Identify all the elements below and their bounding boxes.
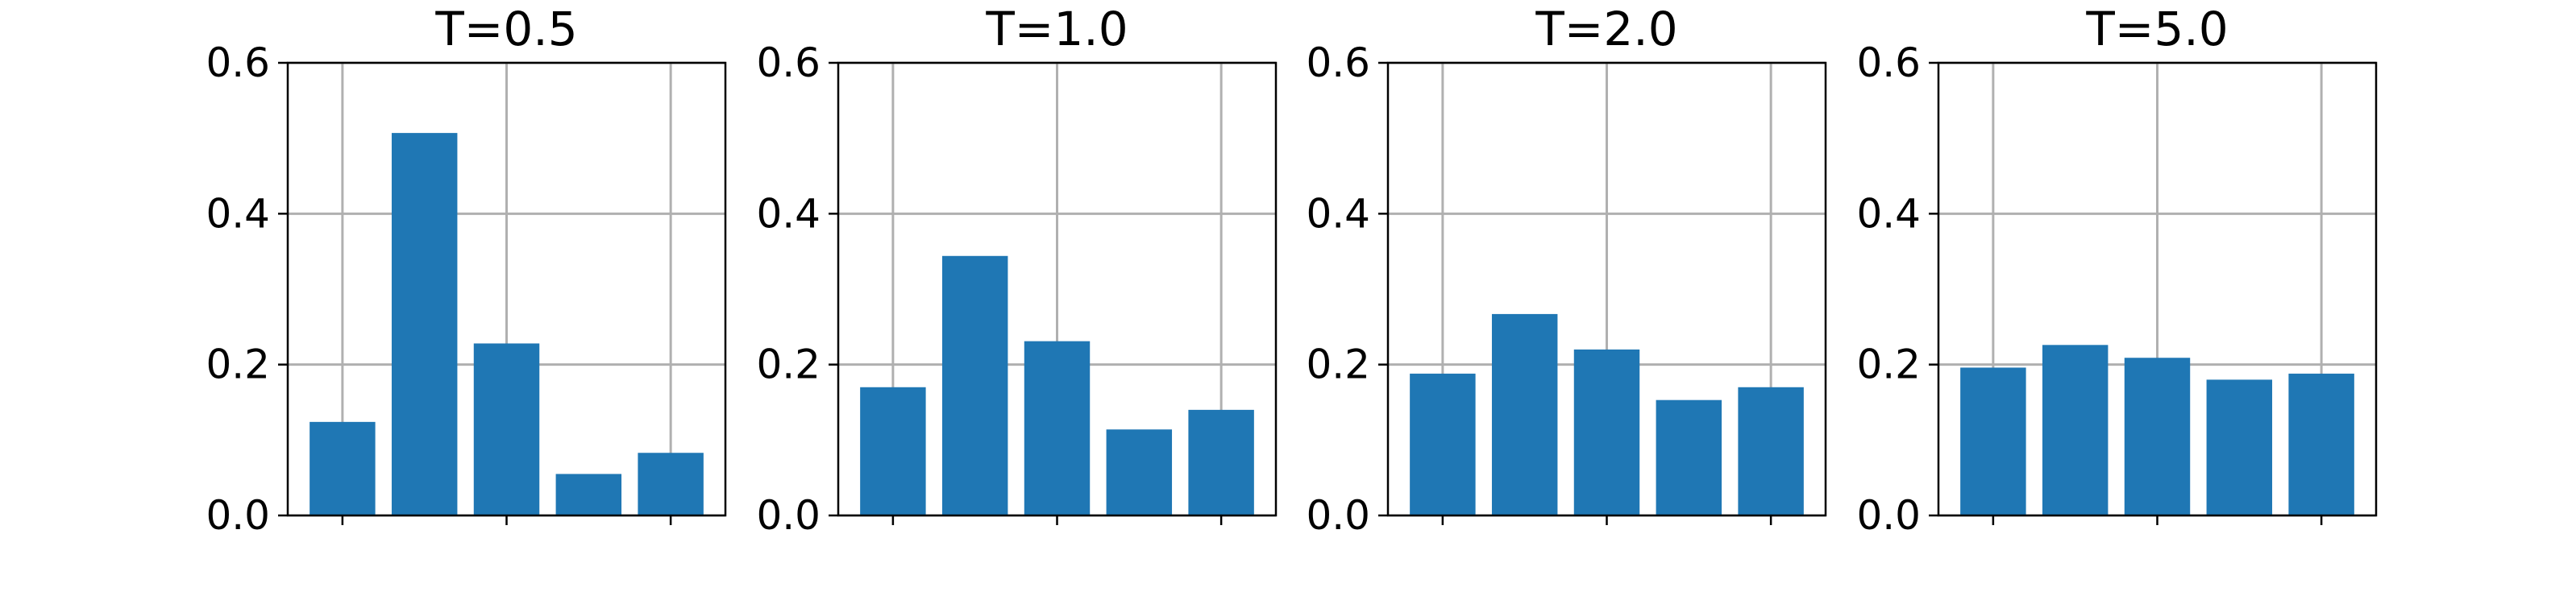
chart-title: T=5.0 [2085, 2, 2228, 56]
bar-3 [473, 343, 540, 515]
chart-title: T=1.0 [985, 2, 1128, 56]
y-tick-label: 0.4 [1306, 190, 1370, 237]
y-tick-label: 0.2 [756, 341, 821, 388]
bar-2 [1491, 313, 1558, 515]
bar-4 [2206, 379, 2273, 515]
bar-3 [2124, 358, 2191, 515]
bar-5 [638, 453, 704, 515]
chart-title: T=0.5 [434, 2, 577, 56]
y-tick-label: 0.6 [1306, 39, 1370, 86]
y-tick-label: 0.0 [1306, 492, 1370, 539]
y-tick-label: 0.0 [206, 492, 270, 539]
bar-2 [941, 255, 1008, 515]
y-tick-label: 0.4 [1856, 190, 1921, 237]
bar-2 [391, 133, 458, 516]
chart-title: T=2.0 [1535, 2, 1677, 56]
chart-panel-4: 0.0 0.2 0.4 0.6 T=5.0 [1856, 2, 2378, 539]
y-tick-label: 0.6 [206, 39, 270, 86]
chart-panel-1: 0.0 0.2 0.4 0.6 T=0.5 [206, 2, 727, 539]
bar-2 [2042, 345, 2109, 515]
y-tick-label: 0.0 [1856, 492, 1921, 539]
y-tick-label: 0.2 [1856, 341, 1921, 388]
bar-1 [1960, 367, 2026, 515]
bar-1 [860, 387, 926, 515]
bar-4 [555, 474, 622, 515]
chart-panel-3: 0.0 0.2 0.4 0.6 T=2.0 [1306, 2, 1827, 539]
y-tick-label: 0.0 [756, 492, 821, 539]
y-tick-label: 0.4 [756, 190, 821, 237]
y-tick-label: 0.2 [206, 341, 270, 388]
y-tick-label: 0.6 [756, 39, 821, 86]
bar-5 [1738, 387, 1804, 515]
bar-4 [1656, 399, 1722, 515]
chart-panel-2: 0.0 0.2 0.4 0.6 T=1.0 [756, 2, 1278, 539]
y-tick-label: 0.4 [206, 190, 270, 237]
y-tick-label: 0.2 [1306, 341, 1370, 388]
bar-4 [1106, 429, 1173, 515]
bar-5 [1188, 409, 1254, 515]
bar-1 [310, 421, 376, 515]
bar-3 [1573, 349, 1640, 515]
bar-3 [1024, 341, 1091, 515]
bar-1 [1410, 373, 1476, 515]
bar-5 [2288, 373, 2354, 515]
y-tick-label: 0.6 [1856, 39, 1921, 86]
